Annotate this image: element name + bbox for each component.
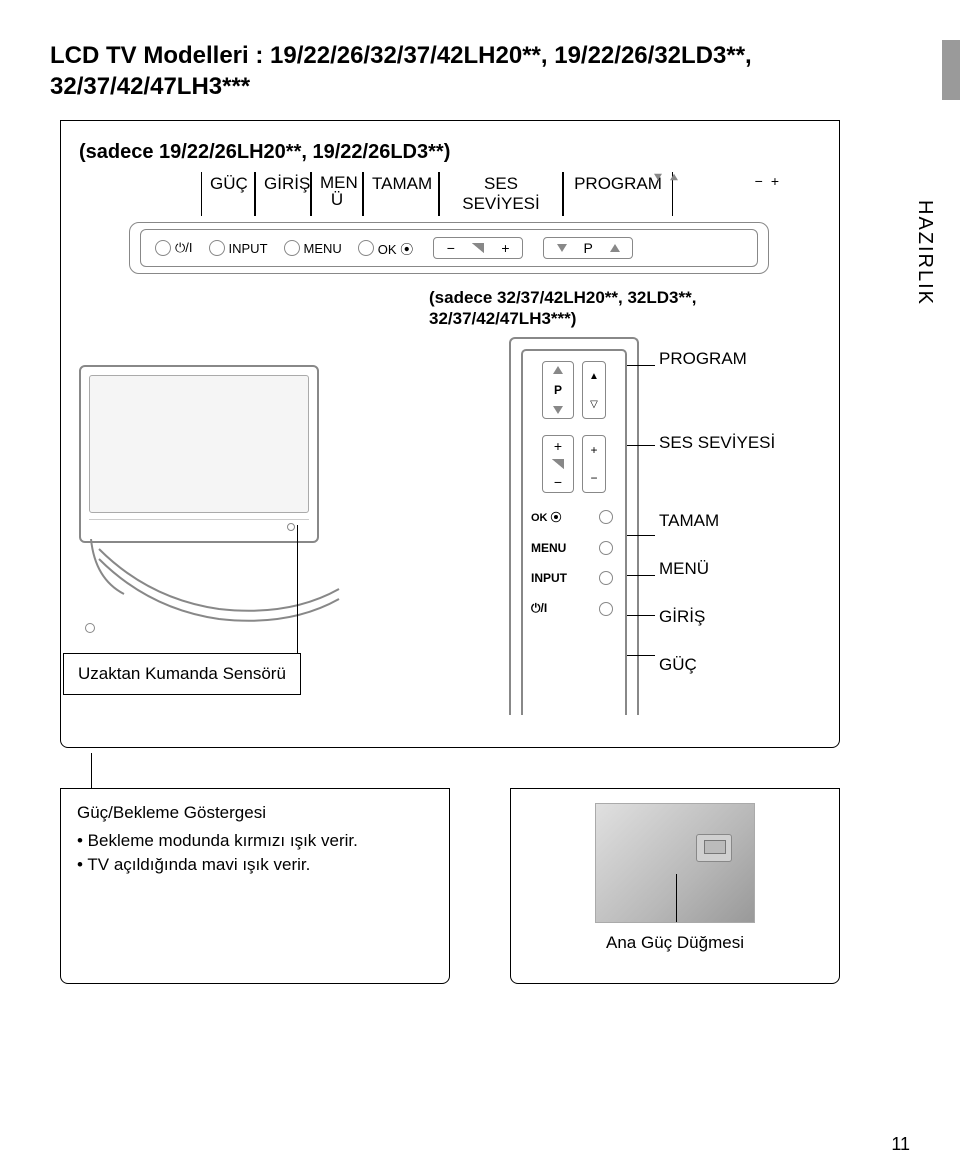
side-control-panel: P ▲ ▽ + − (509, 337, 639, 715)
ctrl-program-row: P ▲ ▽ (542, 361, 606, 419)
tv-stand (89, 539, 349, 629)
page-number: 11 (891, 1134, 910, 1155)
ctrl-menu-row: MENU (531, 541, 617, 555)
ctrl-ok-row: OK ⦿ (531, 509, 617, 525)
subtitle-1: (sadece 19/22/26LH20**, 19/22/26LD3**) (79, 141, 821, 164)
ok-button[interactable] (358, 240, 374, 256)
input-button[interactable] (209, 240, 225, 256)
side-label: HAZIRLIK (913, 200, 936, 306)
power-button-2[interactable] (599, 602, 613, 616)
bar-input-text: INPUT (229, 241, 268, 256)
ctrl-input-row: INPUT (531, 571, 617, 585)
bullet-2: • TV açıldığında mavi ışık verir. (77, 853, 433, 877)
volume-rocker-2[interactable]: + − (582, 435, 606, 493)
label-giris: GİRİŞ (255, 172, 311, 216)
tv-screen (89, 375, 309, 513)
power-indicator-box: Güç/Bekleme Göstergesi • Bekleme modunda… (60, 788, 450, 984)
right-label-column: PROGRAM SES SEVİYESİ TAMAM MENÜ GİRİŞ GÜ… (659, 349, 775, 675)
mid-diagram-area: P ▲ ▽ + − (79, 337, 821, 717)
right-ses: SES SEVİYESİ (659, 433, 775, 453)
prog-down-icon-2 (553, 406, 563, 414)
bar-ok-text: OK ⦿ (378, 239, 413, 258)
sensor-label: Uzaktan Kumanda Sensörü (78, 664, 286, 684)
menu-button[interactable] (284, 240, 300, 256)
subtitle-2: (sadece 32/37/42LH20**, 32LD3**, 32/37/4… (429, 288, 821, 329)
ctrl-power-label: ⏻/I (531, 601, 547, 616)
vol-icon-2 (552, 459, 564, 469)
conn-line (627, 575, 655, 576)
right-guc: GÜÇ (659, 655, 775, 675)
input-button-2[interactable] (599, 571, 613, 585)
prog-up-icon-2 (553, 366, 563, 374)
ctrl-frame: P ▲ ▽ + − (521, 349, 627, 715)
ctrl-power-row: ⏻/I (531, 601, 617, 616)
program-rocker-2[interactable]: ▲ ▽ (582, 361, 606, 419)
label-tamam: TAMAM (363, 172, 439, 216)
volume-pill[interactable]: − + (433, 237, 523, 259)
program-rocker[interactable]: P (542, 361, 574, 419)
control-bar-outer: ⏻/I INPUT MENU OK ⦿ − + P (129, 222, 769, 274)
subtitle-2-line2: 32/37/42/47LH3***) (429, 309, 821, 329)
right-giris: GİRİŞ (659, 607, 775, 627)
conn-line (627, 535, 655, 536)
power-indicator-title: Güç/Bekleme Göstergesi (77, 803, 433, 823)
prog-p: P (584, 240, 593, 256)
ctrl-ok-label: OK ⦿ (531, 509, 562, 525)
bottom-area: Güç/Bekleme Göstergesi • Bekleme modunda… (50, 788, 910, 984)
conn-line (676, 874, 677, 923)
control-bar-inner: ⏻/I INPUT MENU OK ⦿ − + P (140, 229, 758, 267)
right-tamam: TAMAM (659, 511, 775, 531)
bar-menu-text: MENU (304, 241, 342, 256)
vol-minus: − (447, 240, 455, 256)
sensor-label-box: Uzaktan Kumanda Sensörü (63, 653, 301, 695)
main-diagram-box: (sadece 19/22/26LH20**, 19/22/26LD3**) G… (60, 120, 840, 748)
ctrl-menu-label: MENU (531, 541, 566, 555)
menu-button-2[interactable] (599, 541, 613, 555)
bullet-1: • Bekleme modunda kırmızı ışık verir. (77, 829, 433, 853)
power-switch-photo (595, 803, 755, 923)
conn-line (627, 655, 655, 656)
bar-power-text: ⏻/I (175, 240, 193, 256)
conn-line (627, 615, 655, 616)
ctrl-volume-row: + − + − (542, 435, 606, 493)
right-program: PROGRAM (659, 349, 775, 369)
tv-led-indicator (85, 623, 95, 633)
vol-plus: + (501, 240, 509, 256)
ctrl-input-label: INPUT (531, 571, 567, 585)
tv-ir-sensor (287, 523, 295, 531)
conn-line (627, 365, 655, 366)
label-ses: SES SEVİYESİ (439, 172, 563, 216)
right-menu: MENÜ (659, 559, 775, 579)
power-icon[interactable] (155, 240, 171, 256)
side-tab (942, 40, 960, 100)
prog-up-icon (610, 244, 620, 252)
bar-left-group: ⏻/I INPUT MENU OK ⦿ (155, 239, 413, 258)
volume-icon (472, 243, 484, 253)
ok-button-2[interactable] (599, 510, 613, 524)
conn-line (91, 753, 92, 789)
main-power-title: Ana Güç Düğmesi (527, 933, 823, 953)
top-labels-row: GÜÇ GİRİŞ MEN Ü TAMAM SES SEVİYESİ PROGR… (201, 172, 821, 216)
photo-switch-rocker (704, 840, 726, 854)
tv-body (79, 365, 319, 543)
tv-bezel-bottom (89, 519, 309, 533)
page-title: LCD TV Modelleri : 19/22/26/32/37/42LH20… (50, 40, 910, 102)
prog-down-icon (557, 244, 567, 252)
conn-line (627, 445, 655, 446)
ctrl-p-label: P (554, 383, 562, 397)
main-power-box: Ana Güç Düğmesi (510, 788, 840, 984)
label-menu: MEN Ü (311, 172, 363, 216)
subtitle-2-line1: (sadece 32/37/42LH20**, 32LD3**, (429, 288, 821, 308)
volume-rocker[interactable]: + − (542, 435, 574, 493)
program-pill[interactable]: P (543, 237, 633, 259)
label-guc: GÜÇ (201, 172, 255, 216)
conn-line (297, 525, 298, 665)
